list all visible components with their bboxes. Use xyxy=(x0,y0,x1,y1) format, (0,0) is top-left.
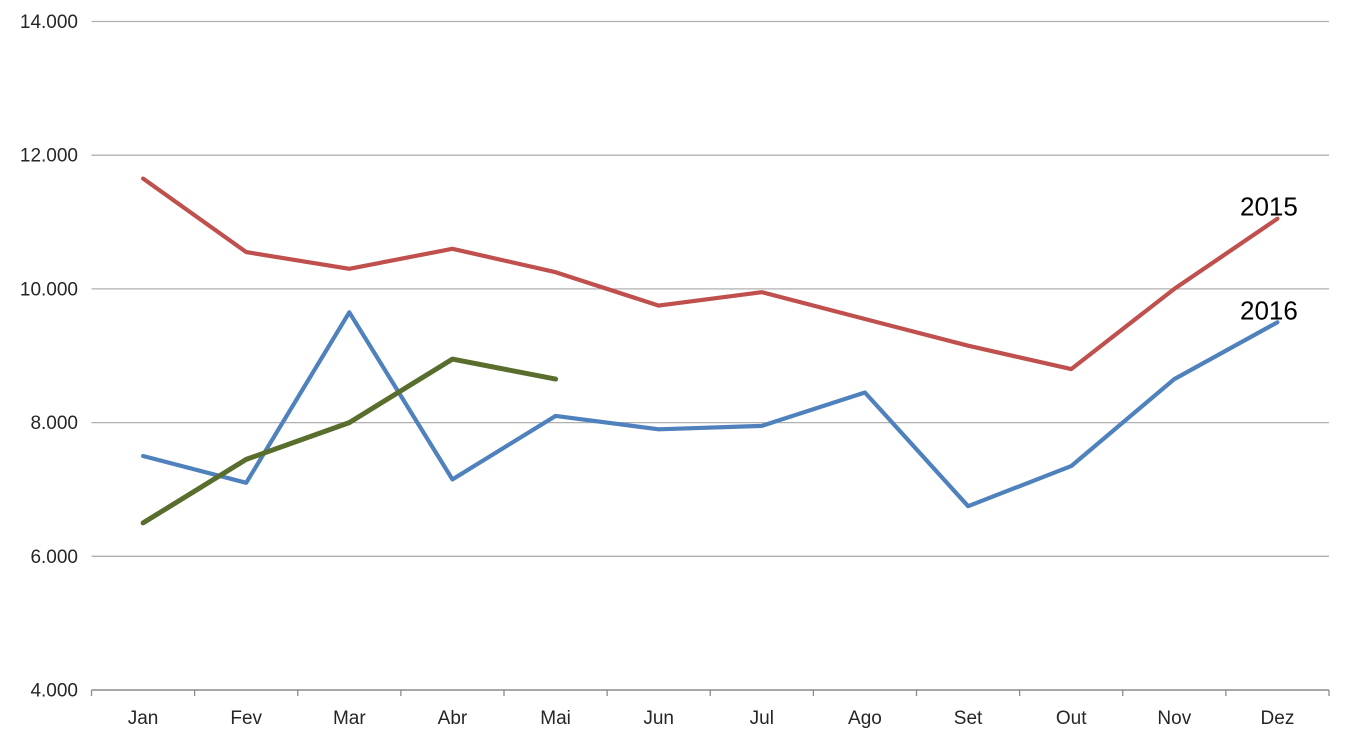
series-line-2015 xyxy=(141,176,1280,372)
x-axis-tick-label: Jul xyxy=(750,708,774,729)
x-axis-tick-label: Nov xyxy=(1157,708,1191,729)
x-axis-tick-label: Mar xyxy=(333,708,366,729)
y-axis-tick-label: 8.000 xyxy=(30,413,78,434)
series-label-2016: 2016 xyxy=(1240,295,1298,325)
x-axis-tick-label: Dez xyxy=(1261,708,1295,729)
series-label-2015: 2015 xyxy=(1240,192,1298,222)
y-axis-tick-label: 4.000 xyxy=(30,681,78,702)
y-axis-tick-label: 6.000 xyxy=(30,547,78,568)
x-axis-tick-label: Abr xyxy=(438,708,468,729)
x-axis-tick-label: Out xyxy=(1056,708,1087,729)
y-axis-tick-label: 14.000 xyxy=(20,12,78,33)
x-axis-tick-label: Set xyxy=(954,708,983,729)
x-axis-tick-label: Ago xyxy=(848,708,882,729)
y-axis-tick-label: 12.000 xyxy=(20,146,78,167)
x-axis-tick-label: Mai xyxy=(540,708,571,729)
series-line-2016 xyxy=(141,310,1280,509)
y-axis-tick-label: 10.000 xyxy=(20,279,78,300)
x-axis-tick-label: Fev xyxy=(230,708,262,729)
x-axis-tick-label: Jun xyxy=(643,708,674,729)
series-line-unlabeled-2 xyxy=(140,356,559,526)
x-axis-tick-label: Jan xyxy=(128,708,159,729)
